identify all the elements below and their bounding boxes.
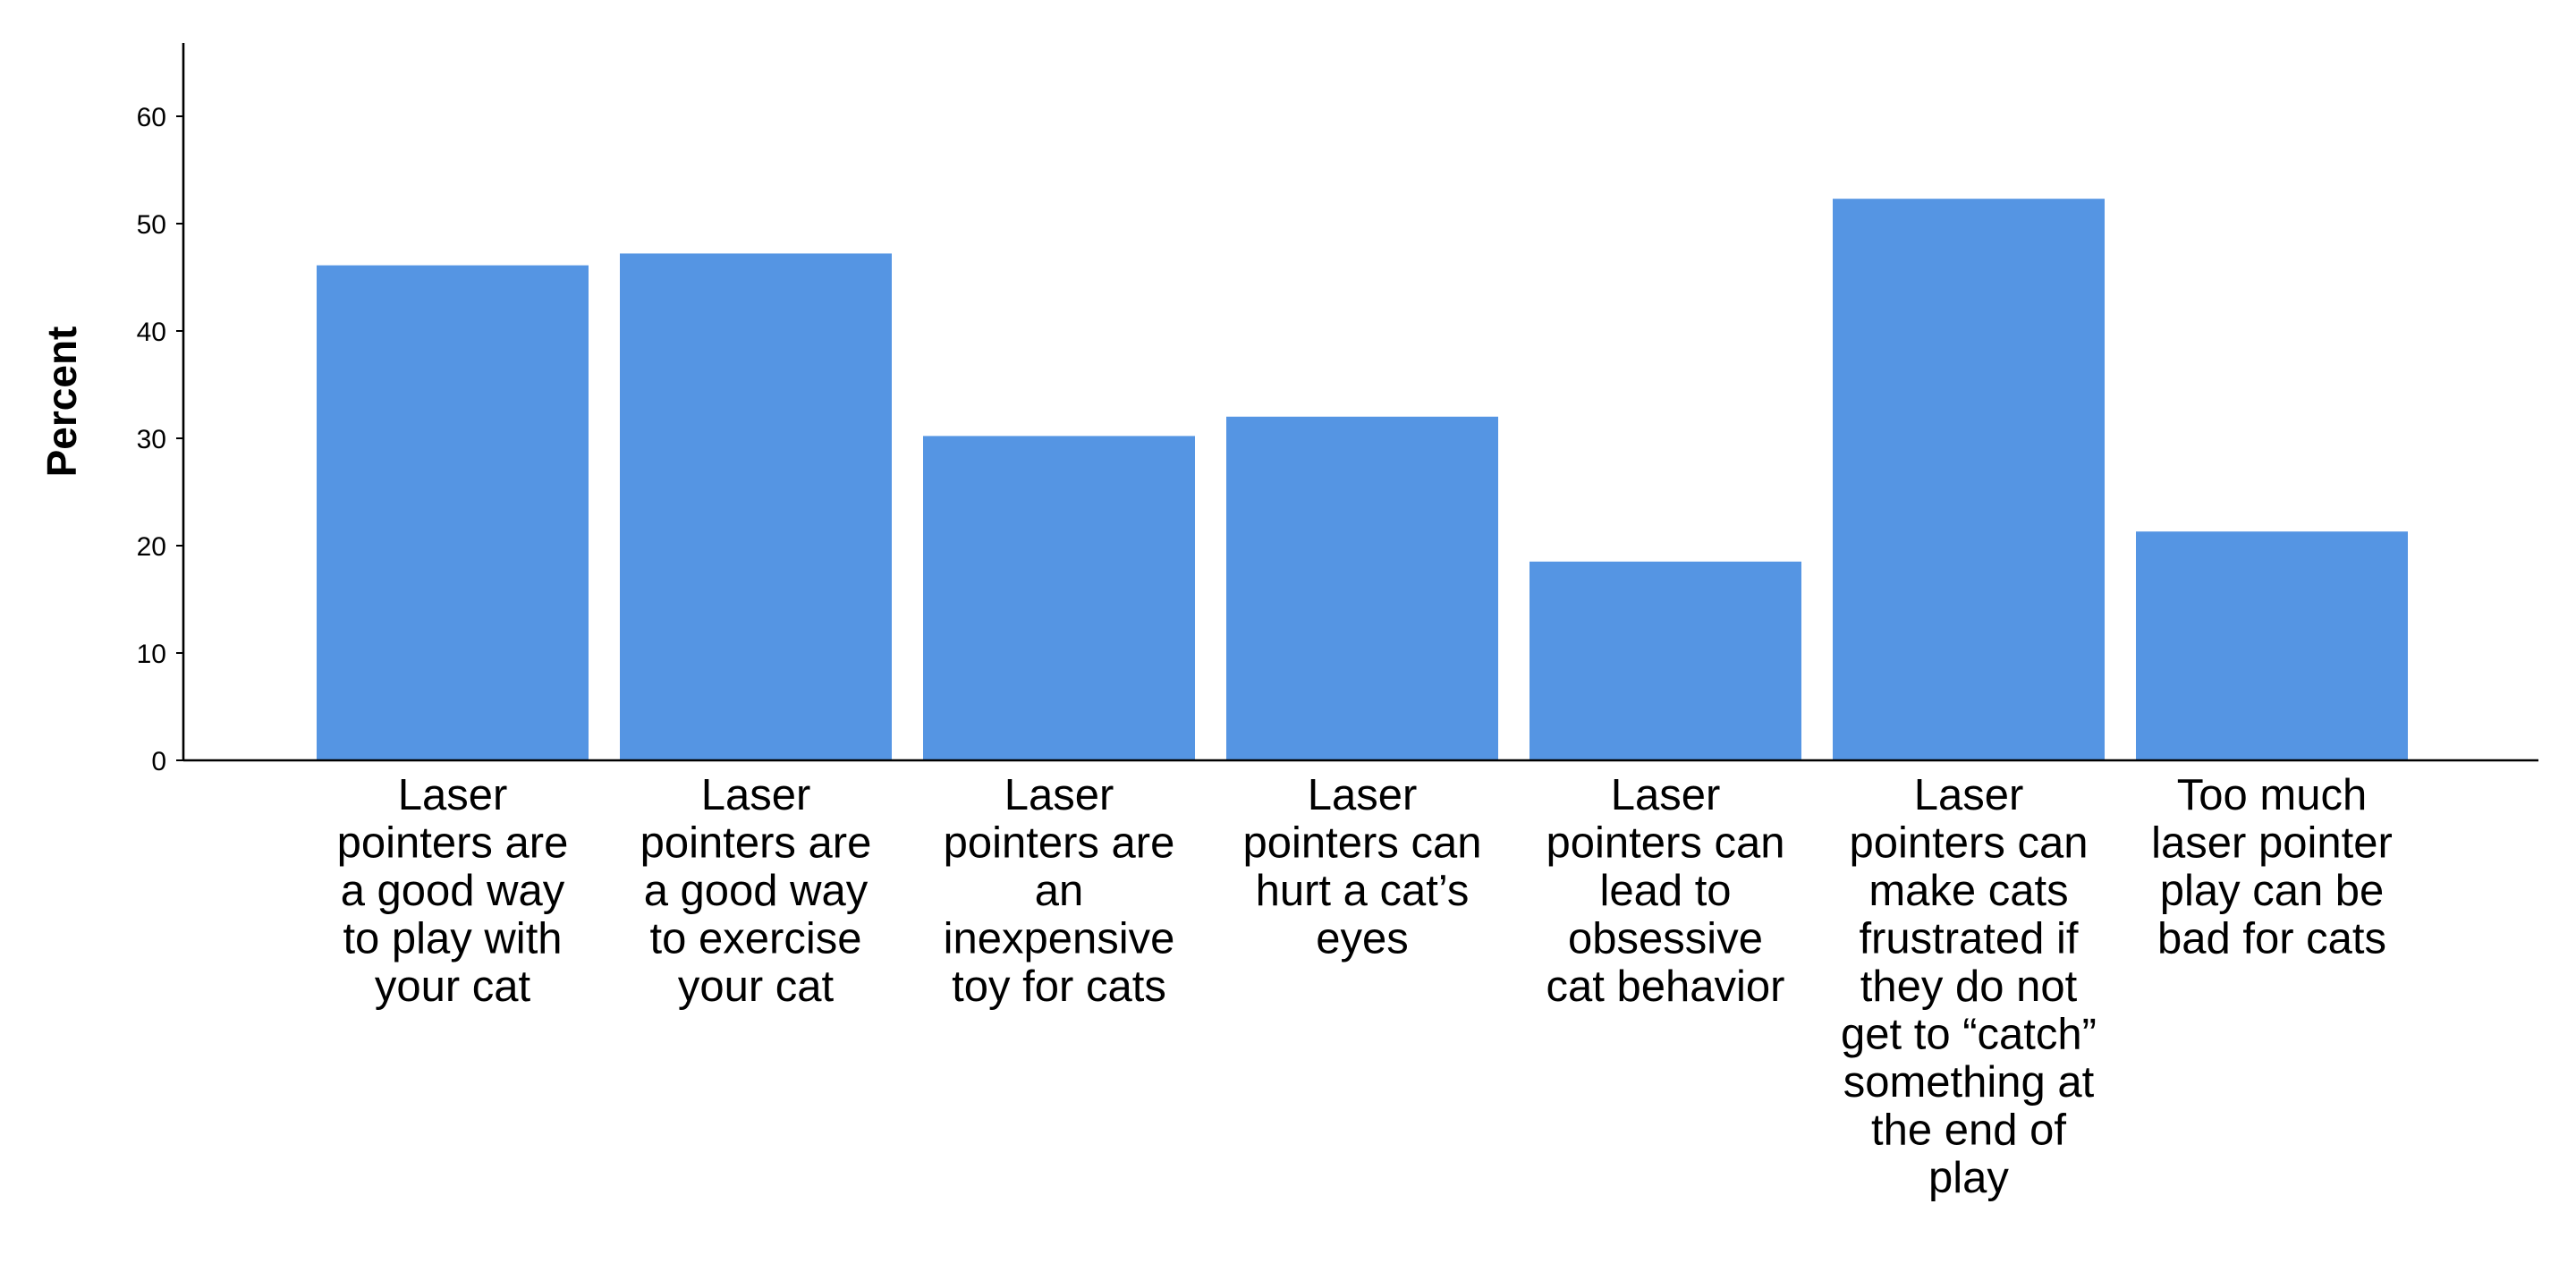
x-category-label-line: frustrated if (1859, 915, 2078, 963)
y-tick-label: 60 (137, 103, 166, 132)
x-category-label-line: laser pointer (2151, 819, 2393, 868)
x-category-label-line: something at (1843, 1058, 2095, 1107)
x-category-label-line: pointers can (1546, 819, 1785, 868)
x-category-label-line: Laser (398, 771, 508, 819)
x-category-label-1: Laser pointers are a good way to play with y… (337, 771, 569, 1011)
x-category-label-line: Laser (701, 771, 811, 819)
x-category-label-line: an (1035, 867, 1084, 915)
x-category-label-line: to play with (343, 915, 562, 963)
x-category-label-2: Laser pointers are a good way to exercise yo… (640, 771, 872, 1011)
x-category-label-line: play (1928, 1154, 2009, 1202)
x-category-label-line: play can be (2160, 867, 2385, 915)
x-category-label-line: lead to (1599, 867, 1731, 915)
bar-3 (921, 434, 1197, 761)
x-category-label-6: Laser pointers can make cats frustrated if t… (1841, 771, 2097, 1202)
x-category-label-line: Laser (1611, 771, 1721, 819)
x-category-label-line: hurt a cat’s (1256, 867, 1470, 915)
y-tick-label: 20 (137, 532, 166, 562)
x-category-label-line: pointers can (1850, 819, 2089, 868)
y-axis-ticks: 0 10 20 30 40 50 60 (137, 103, 183, 776)
x-category-label-line: pointers are (944, 819, 1175, 868)
bar-1 (315, 263, 590, 762)
bar-6 (1831, 197, 2106, 761)
x-category-label-line: your cat (375, 962, 531, 1011)
x-category-label-7: Too much laser pointer play can be bad for … (2151, 771, 2393, 963)
x-category-label-line: your cat (678, 962, 835, 1011)
x-category-label-line: they do not (1860, 962, 2078, 1011)
x-category-label-3: Laser pointers are an inexpensive toy for ca… (944, 771, 1175, 1011)
y-tick-label: 30 (137, 425, 166, 454)
bar-7 (2134, 530, 2410, 761)
x-category-label-line: Laser (1308, 771, 1418, 819)
x-category-label-line: a good way (644, 867, 869, 915)
y-tick-label: 0 (151, 747, 166, 776)
x-category-label-line: the end of (1871, 1107, 2066, 1155)
x-category-label-line: to exercise (650, 915, 862, 963)
x-category-label-line: inexpensive (944, 915, 1175, 963)
x-category-label-line: eyes (1316, 915, 1409, 963)
x-category-label-line: get to “catch” (1841, 1011, 2097, 1059)
x-category-label-line: pointers are (337, 819, 569, 868)
x-category-label-line: bad for cats (2157, 915, 2386, 963)
x-category-label-line: cat behavior (1546, 962, 1785, 1011)
x-category-label-5: Laser pointers can lead to obsessive cat beh… (1546, 771, 1785, 1011)
bar-5 (1528, 559, 1803, 761)
x-category-label-line: obsessive (1568, 915, 1763, 963)
x-category-label-line: Laser (1004, 771, 1114, 819)
y-axis-title: Percent (38, 326, 85, 478)
x-category-label-line: pointers are (640, 819, 872, 868)
bars (315, 197, 2410, 762)
x-category-label-line: Laser (1914, 771, 2024, 819)
x-category-label-line: pointers can (1243, 819, 1482, 868)
x-category-label-line: toy for cats (952, 962, 1166, 1011)
x-category-label-line: a good way (341, 867, 565, 915)
y-tick-label: 40 (137, 318, 166, 347)
x-category-label-4: Laser pointers can hurt a cat’s eyes (1243, 771, 1482, 963)
x-axis-category-labels: Laser pointers are a good way to play with y… (337, 771, 2393, 1202)
y-tick-label: 50 (137, 210, 166, 240)
bar-2 (618, 251, 894, 761)
bar-4 (1224, 414, 1500, 761)
y-tick-label: 10 (137, 640, 166, 669)
x-category-label-line: Too much (2177, 771, 2367, 819)
x-category-label-line: make cats (1868, 867, 2068, 915)
